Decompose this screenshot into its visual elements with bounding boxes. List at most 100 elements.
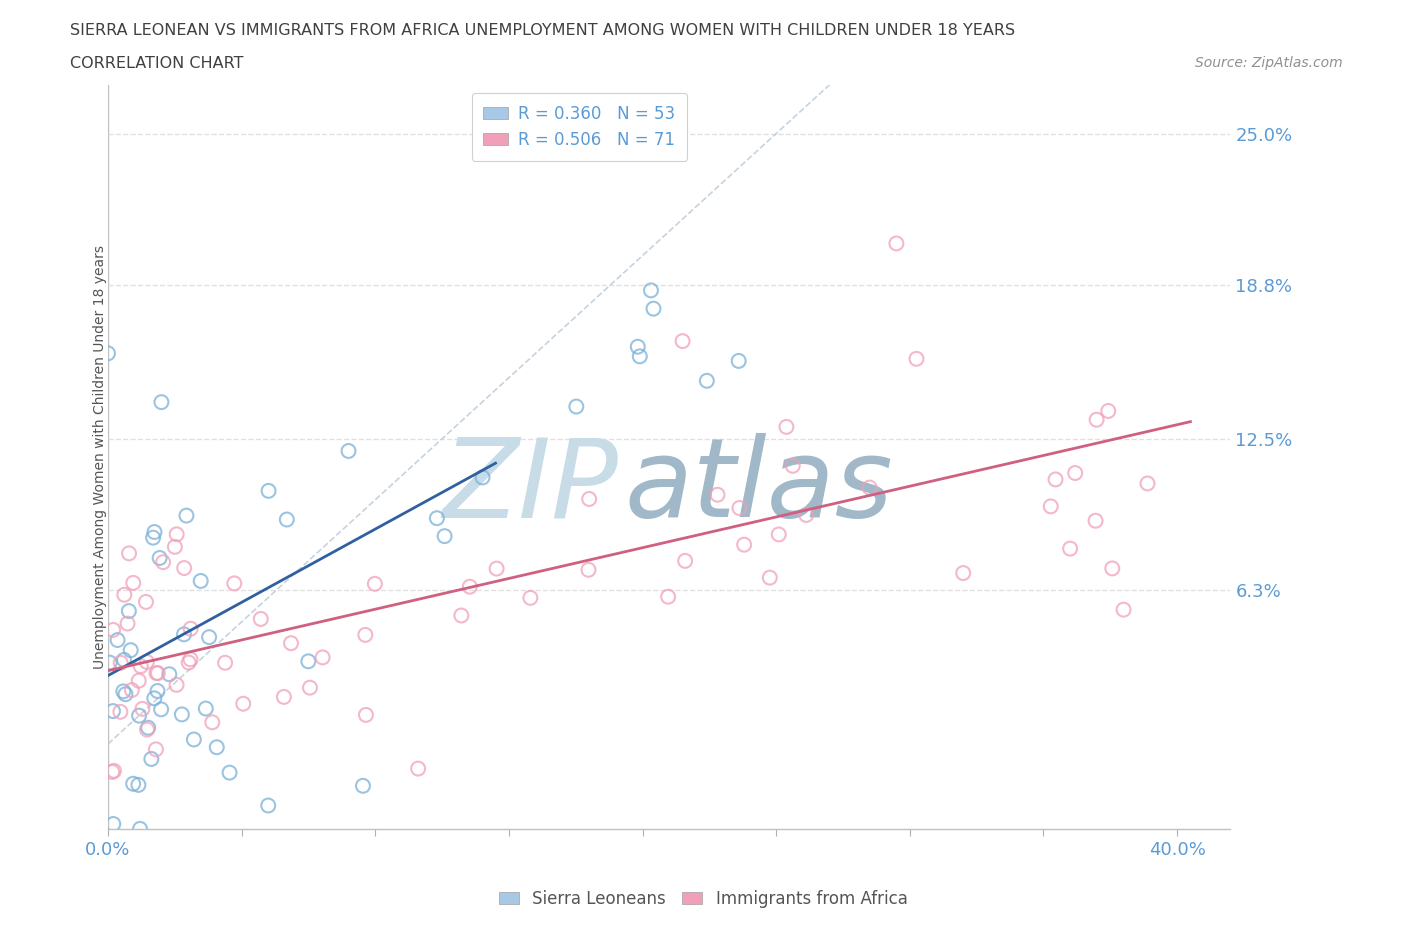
Point <box>166 527 188 542</box>
Point <box>775 419 797 434</box>
Point <box>364 577 387 591</box>
Point <box>129 658 152 673</box>
Point <box>1039 498 1062 513</box>
Point <box>127 777 149 792</box>
Point <box>201 715 224 730</box>
Point <box>218 765 240 780</box>
Point <box>859 480 882 495</box>
Point <box>214 656 236 671</box>
Point <box>406 761 429 776</box>
Point <box>627 339 650 354</box>
Point <box>458 579 481 594</box>
Point <box>1045 472 1067 487</box>
Point <box>298 680 321 695</box>
Point <box>224 576 246 591</box>
Point <box>136 722 159 737</box>
Point <box>112 588 135 603</box>
Point <box>135 594 157 609</box>
Point <box>176 508 198 523</box>
Point <box>519 591 541 605</box>
Point <box>190 574 212 589</box>
Point <box>179 652 201 667</box>
Point <box>1112 603 1135 618</box>
Point <box>1064 466 1087 481</box>
Point <box>107 632 129 647</box>
Point <box>180 621 202 636</box>
Point <box>112 653 135 668</box>
Point <box>149 551 172 565</box>
Point <box>129 821 152 836</box>
Point <box>122 777 145 791</box>
Point <box>249 612 271 627</box>
Point <box>628 349 651 364</box>
Point <box>782 458 804 473</box>
Point <box>727 353 749 368</box>
Point <box>145 742 167 757</box>
Point <box>671 334 693 349</box>
Point <box>696 373 718 388</box>
Text: ZIP: ZIP <box>443 433 619 540</box>
Point <box>136 721 159 736</box>
Point <box>1084 513 1107 528</box>
Point <box>640 283 662 298</box>
Point <box>643 301 665 316</box>
Point <box>173 627 195 642</box>
Point <box>131 701 153 716</box>
Point <box>952 565 974 580</box>
Point <box>141 751 163 766</box>
Point <box>97 346 120 361</box>
Point <box>337 444 360 458</box>
Point <box>142 530 165 545</box>
Point <box>152 554 174 569</box>
Point <box>128 673 150 688</box>
Point <box>280 636 302 651</box>
Point <box>1059 541 1081 556</box>
Point <box>205 739 228 754</box>
Point <box>121 683 143 698</box>
Point <box>146 684 169 698</box>
Point <box>139 838 162 853</box>
Point <box>198 630 221 644</box>
Point <box>232 697 254 711</box>
Point <box>297 654 319 669</box>
Point <box>157 667 180 682</box>
Point <box>352 778 374 793</box>
Point <box>128 709 150 724</box>
Point <box>471 470 494 485</box>
Point <box>706 487 728 502</box>
Point <box>145 666 167 681</box>
Point <box>354 628 377 643</box>
Point <box>177 655 200 670</box>
Point <box>118 546 141 561</box>
Point <box>101 622 124 637</box>
Point <box>112 684 135 698</box>
Point <box>118 604 141 618</box>
Point <box>1136 476 1159 491</box>
Point <box>194 701 217 716</box>
Point <box>135 852 157 867</box>
Point <box>905 352 928 366</box>
Point <box>166 677 188 692</box>
Point <box>170 707 193 722</box>
Point <box>117 617 139 631</box>
Point <box>150 394 173 409</box>
Point <box>135 655 157 670</box>
Point <box>578 492 600 507</box>
Point <box>146 666 169 681</box>
Point <box>101 764 124 779</box>
Point <box>110 704 132 719</box>
Point <box>450 608 472 623</box>
Point <box>276 512 298 527</box>
Point <box>768 527 790 542</box>
Point <box>101 704 124 719</box>
Point <box>565 399 588 414</box>
Point <box>143 525 166 539</box>
Point <box>759 570 782 585</box>
Point <box>173 561 195 576</box>
Point <box>673 553 696 568</box>
Point <box>103 764 125 778</box>
Point <box>354 708 377 723</box>
Point <box>657 590 679 604</box>
Point <box>485 561 508 576</box>
Point <box>163 539 186 554</box>
